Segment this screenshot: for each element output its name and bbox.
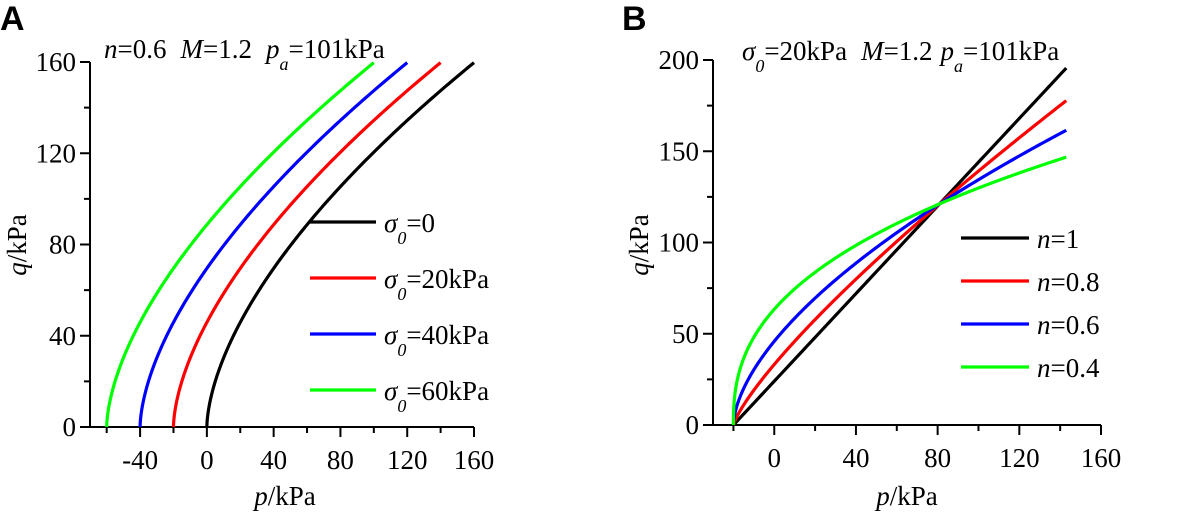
y-tick-label: 120 [36,138,77,168]
legend-symbol: n [1037,353,1051,383]
series-line-b-2 [731,128,1068,425]
legend-label: σ0=20kPa [384,264,489,304]
legend-label: n=0.6 [1037,310,1099,340]
annotation-b: σ0=20kPa M=1.2 pa=101kPa [742,36,1059,76]
legend-label: σ0=40kPa [384,320,489,360]
legend-subscript: 0 [397,228,406,248]
legend-symbol: n [1037,267,1051,297]
legend-value: =60kPa [406,376,489,406]
legend-symbol: σ [384,264,399,294]
legend-symbol: σ [384,320,399,350]
ann-s-sym: σ [742,36,757,66]
y-label-unit: /kPa [624,214,654,262]
ann-pa-val: =101kPa [963,36,1059,66]
x-tick-label: 0 [200,445,214,475]
x-tick-label: 80 [924,443,951,473]
series-line-b-1 [731,99,1068,426]
ann-n-val: =0.6 [118,34,167,64]
legend-value: =0.4 [1051,353,1100,383]
legend-label: σ0=0 [384,208,435,248]
x-label-sym: p [252,481,268,511]
x-label-unit: /kPa [268,481,316,511]
x-tick-label: 160 [454,445,495,475]
series-line-b-0 [732,66,1068,427]
ann-pa-sub: a [954,56,963,76]
legend-subscript: 0 [397,396,406,416]
y-axis-label-a: q/kPa [2,214,32,276]
x-label-sym: p [874,481,890,511]
x-label-unit: /kPa [890,481,938,511]
y-tick-label: 100 [659,228,700,258]
legend-label: n=0.4 [1037,353,1100,383]
legend-value: =20kPa [406,264,489,294]
legend-value: =1 [1051,224,1080,254]
y-tick-label: 0 [63,412,77,442]
y-tick-label: 50 [672,319,699,349]
legend-subscript: 0 [397,284,406,304]
y-axis-label-b: q/kPa [624,214,654,276]
panel-label-b: B [622,0,647,38]
x-tick-label: 160 [1081,443,1122,473]
x-tick-label: 40 [842,443,869,473]
x-tick-label: -40 [122,445,158,475]
x-axis-label-a: p/kPa [252,481,316,511]
ann-pa-sym: p [264,34,280,64]
x-tick-label: 40 [260,445,287,475]
ann-s-sub: 0 [755,56,764,76]
legend-symbol: n [1037,224,1051,254]
ann-n-sym: n [104,34,118,64]
legend-symbol: σ [384,376,399,406]
ann-s-val: =20kPa [764,36,847,66]
y-label-sym: q [624,262,654,276]
legend-label: n=1 [1037,224,1079,254]
legend-value: =40kPa [406,320,489,350]
y-label-unit: /kPa [2,214,32,262]
legend-symbol: n [1037,310,1051,340]
y-tick-label: 200 [659,45,700,75]
ann-m-sym: M [860,36,885,66]
annotation-a: n=0.6 M=1.2 pa=101kPa [104,34,385,74]
ann-m-val: =1.2 [203,34,252,64]
legend-label: σ0=60kPa [384,376,489,416]
y-tick-label: 160 [36,47,77,77]
legend-subscript: 0 [397,340,406,360]
y-tick-label: 80 [49,230,76,260]
series-line-a-0 [205,61,476,427]
y-tick-label: 40 [49,321,76,351]
x-tick-label: 0 [768,443,782,473]
legend-symbol: σ [384,208,399,238]
series-line-b-3 [731,155,1067,425]
ann-m-val: =1.2 [884,36,933,66]
series-line-a-1 [171,61,442,427]
y-tick-label: 0 [686,410,700,440]
x-tick-label: 80 [327,445,354,475]
ann-pa-sym: p [939,36,955,66]
series-line-a-3 [105,61,375,427]
ann-m-sym: M [179,34,204,64]
ann-pa-sub: a [279,54,288,74]
panel-label-a: A [0,0,25,38]
x-tick-label: 120 [387,445,428,475]
series-line-a-2 [138,61,409,427]
legend-value: =0 [406,208,435,238]
y-tick-label: 150 [659,136,700,166]
y-label-sym: q [2,262,32,276]
legend-value: =0.6 [1051,310,1100,340]
ann-pa-val: =101kPa [288,34,384,64]
x-tick-label: 120 [999,443,1040,473]
legend-label: n=0.8 [1037,267,1099,297]
legend-value: =0.8 [1051,267,1100,297]
x-axis-label-b: p/kPa [874,481,938,511]
